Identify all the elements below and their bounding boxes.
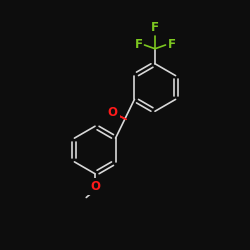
Text: F: F bbox=[168, 38, 175, 52]
Text: F: F bbox=[134, 38, 142, 52]
Text: O: O bbox=[108, 106, 118, 119]
Text: F: F bbox=[151, 21, 159, 34]
Text: O: O bbox=[90, 180, 100, 193]
